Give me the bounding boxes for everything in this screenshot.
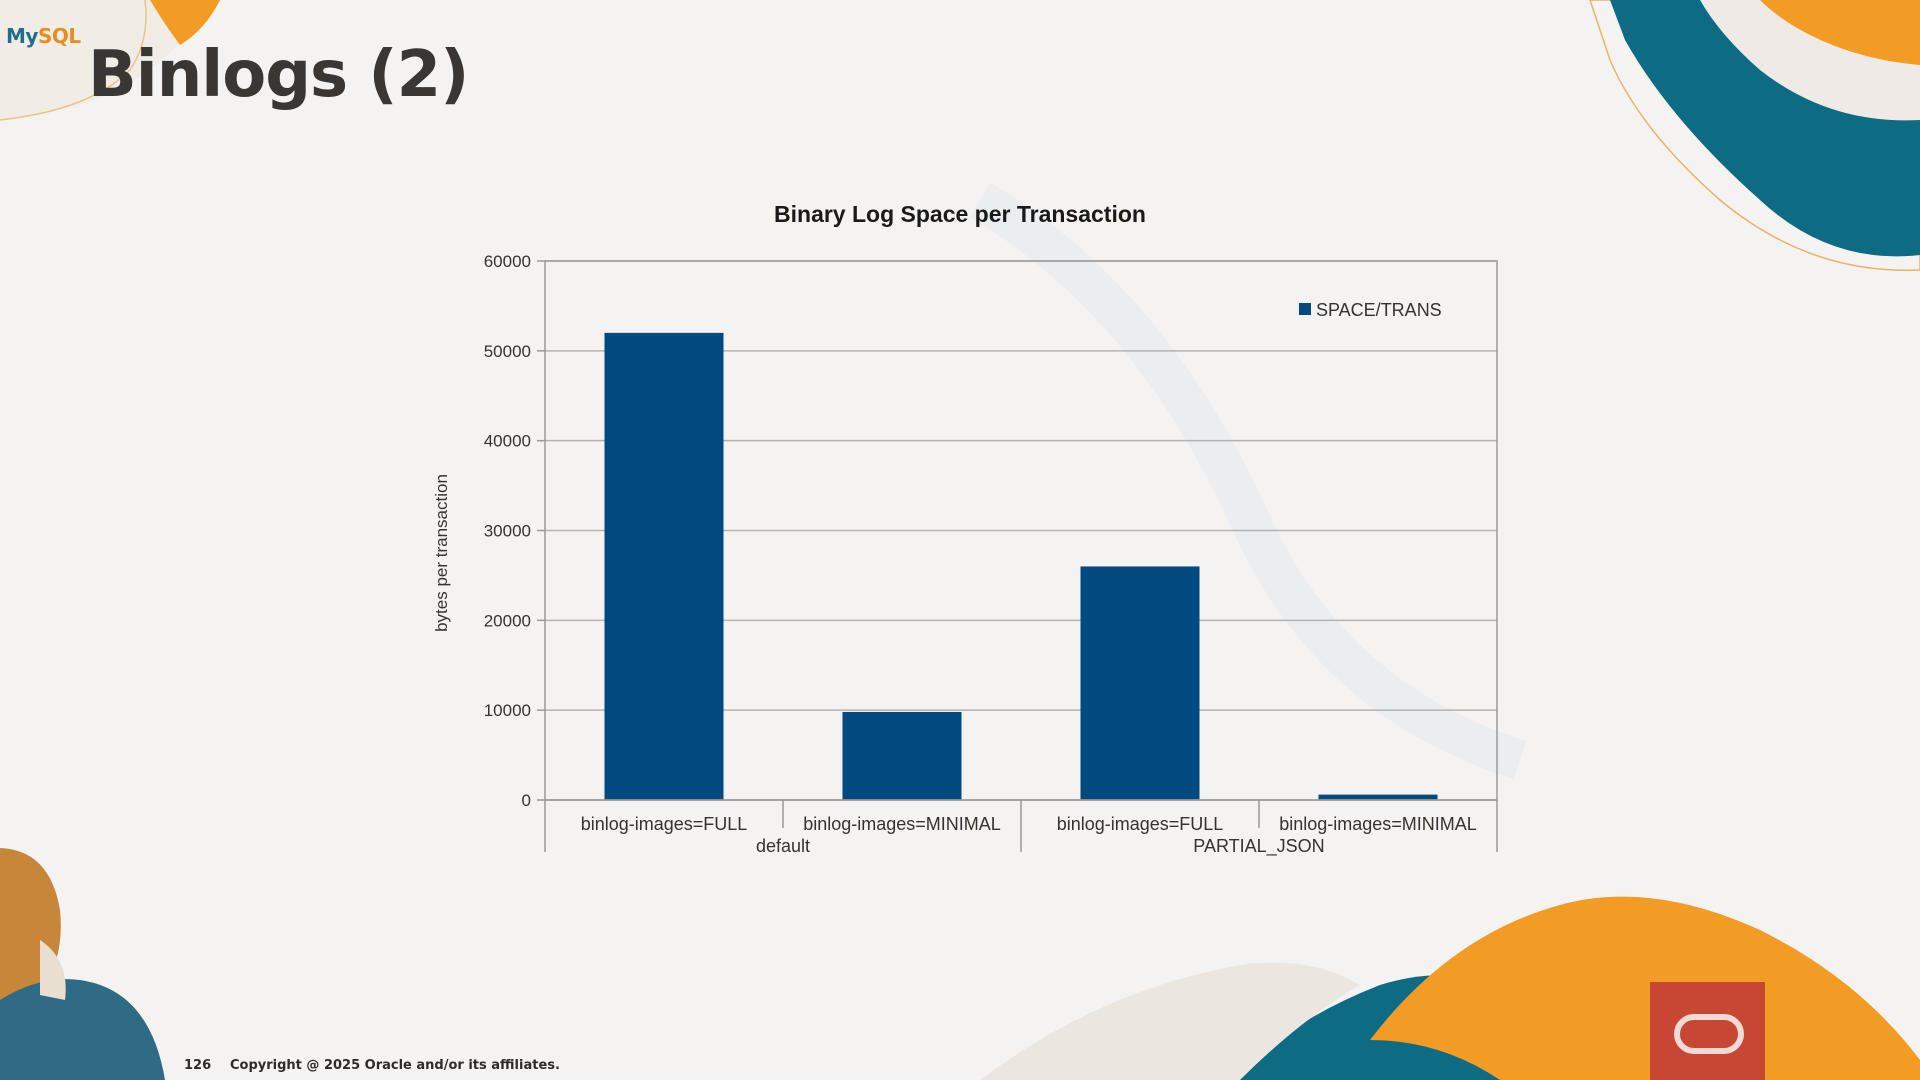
bar <box>604 332 724 800</box>
x-group-label: PARTIAL_JSON <box>1193 836 1324 857</box>
y-tick-label: 30000 <box>484 522 531 541</box>
bar <box>842 711 962 800</box>
x-axis-categories: binlog-images=FULL binlog-images=MINIMAL b… <box>544 800 1498 857</box>
y-tick-label: 60000 <box>484 252 531 271</box>
oracle-ring-icon <box>1674 1014 1744 1054</box>
chart-title: Binary Log Space per Transaction <box>774 201 1146 227</box>
y-axis-label: bytes per transaction <box>432 474 451 632</box>
legend-label: SPACE/TRANS <box>1316 300 1442 320</box>
x-category-label: binlog-images=FULL <box>1057 814 1224 834</box>
x-category-label: binlog-images=FULL <box>581 814 748 834</box>
x-category-label: binlog-images=MINIMAL <box>1279 814 1477 834</box>
page-title: Binlogs (2) <box>88 38 469 112</box>
copyright-text: Copyright @ 2025 Oracle and/or its affil… <box>230 1058 560 1073</box>
x-group-label: default <box>756 836 810 856</box>
x-category-label: binlog-images=MINIMAL <box>803 814 1001 834</box>
oracle-logo <box>1650 982 1765 1080</box>
chart-legend: SPACE/TRANS <box>1299 300 1442 320</box>
page-number: 126 <box>184 1058 212 1073</box>
mysql-logo: MySQL <box>6 24 81 48</box>
y-axis-ticks: 0 10000 20000 30000 40000 50000 60000 <box>484 252 545 810</box>
y-tick-label: 0 <box>522 791 531 810</box>
bar <box>1318 794 1438 800</box>
logo-text-my: My <box>6 24 38 48</box>
y-tick-label: 50000 <box>484 342 531 361</box>
y-tick-label: 10000 <box>484 701 531 720</box>
logo-text-sql: SQL <box>37 24 81 48</box>
legend-swatch <box>1299 303 1311 315</box>
y-tick-label: 20000 <box>484 611 531 630</box>
y-tick-label: 40000 <box>484 432 531 451</box>
chart-bars <box>604 332 1438 800</box>
bar <box>1080 566 1200 800</box>
